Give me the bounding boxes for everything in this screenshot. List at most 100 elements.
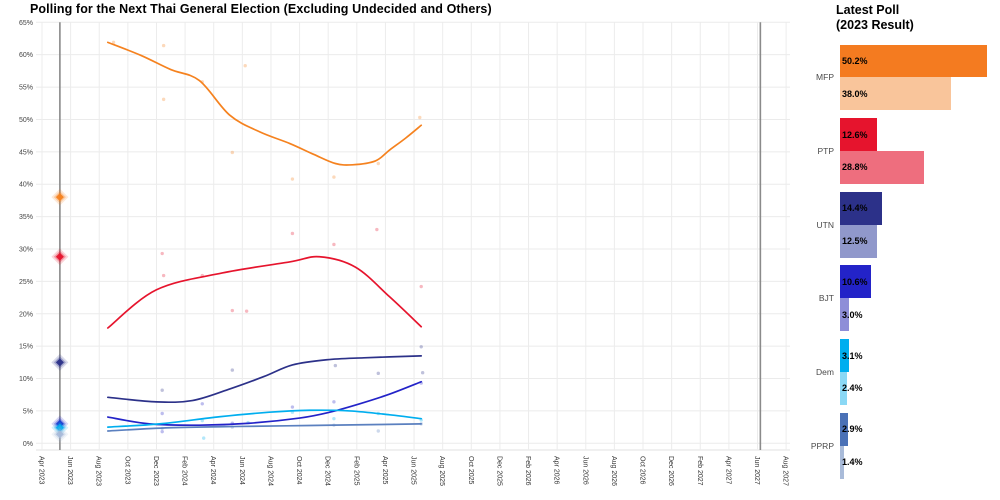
bar-value-label: 12.5% <box>842 236 868 247</box>
y-tick-label: 55% <box>19 85 33 92</box>
x-tick-label: Apr 2024 <box>209 456 216 485</box>
x-tick-label: Jun 2023 <box>66 456 73 485</box>
x-tick-label: Oct 2026 <box>639 456 646 485</box>
poll-point-PTP <box>419 284 423 289</box>
party-label: Dem <box>816 366 834 377</box>
poll-point-BJT <box>200 402 204 406</box>
poll-point-PPRP <box>376 429 380 433</box>
party-label: PPRP <box>810 440 834 451</box>
poll-point-MFP <box>418 115 422 120</box>
poll-point-PTP <box>160 251 164 256</box>
x-tick-label: Feb 2027 <box>696 456 703 486</box>
bar-value-label: 38.0% <box>842 88 868 99</box>
election-marker-PTP <box>55 252 64 261</box>
election-marker-MFP <box>55 193 64 202</box>
latest-poll-bar-UTN: 14.4% <box>840 191 883 225</box>
y-tick-label: 45% <box>19 149 33 156</box>
party-row-PPRP: PPRP 2.9% 1.4% <box>810 412 1000 479</box>
election-marker-Dem <box>55 423 64 432</box>
y-tick-label: 35% <box>19 214 33 221</box>
panel-title-line2: (2023 Result) <box>836 18 914 32</box>
x-tick-label: Oct 2023 <box>123 456 130 485</box>
result-2023-bar-MFP: 38.0% <box>840 77 951 111</box>
x-tick-label: Aug 2025 <box>438 456 445 486</box>
result-2023-bar-PPRP: 1.4% <box>840 445 863 479</box>
result-2023-bar-Dem: 2.4% <box>840 371 863 405</box>
result-2023-bar-BJT: 3.0% <box>840 298 863 332</box>
x-tick-label: Dec 2026 <box>667 456 674 486</box>
latest-poll-panel: Latest Poll (2023 Result) MFP 50.2% 38.0% P… <box>810 0 1000 500</box>
bar-value-label: 1.4% <box>842 457 863 468</box>
bar-value-label: 3.1% <box>842 350 863 361</box>
poll-point-MFP <box>290 177 295 181</box>
y-tick-label: 50% <box>19 117 33 124</box>
x-tick-label: Jun 2026 <box>581 456 588 485</box>
trend-line-PTP <box>106 255 423 329</box>
x-tick-label: Jun 2024 <box>238 456 245 485</box>
poll-point-BJT <box>290 405 295 409</box>
poll-point-Dem <box>202 436 206 440</box>
poll-point-BJT <box>160 411 164 416</box>
y-tick-label: 10% <box>19 376 33 383</box>
poll-point-MFP <box>376 161 380 166</box>
x-tick-label: Oct 2024 <box>295 456 302 485</box>
bar-value-label: 50.2% <box>842 55 868 66</box>
party-label: BJT <box>818 293 834 304</box>
poll-point-UTN <box>376 371 380 376</box>
latest-poll-bar-PTP: 12.6% <box>840 118 877 152</box>
trend-line-UTN <box>106 355 423 404</box>
bar-value-label: 14.4% <box>842 203 868 214</box>
poll-point-BJT <box>160 429 164 434</box>
poll-point-MFP <box>230 150 235 155</box>
x-tick-label: Jun 2025 <box>410 456 417 485</box>
poll-point-MFP <box>243 63 247 68</box>
trend-line-PPRP <box>106 423 423 432</box>
y-tick-label: 65% <box>19 20 33 27</box>
poll-point-MFP <box>161 43 166 48</box>
page-title: Polling for the Next Thai General Electi… <box>30 2 492 16</box>
poll-point-MFP <box>161 97 166 102</box>
x-tick-label: Jun 2027 <box>753 456 760 485</box>
poll-point-PTP <box>332 242 336 247</box>
y-tick-label: 60% <box>19 52 33 59</box>
y-tick-label: 20% <box>19 311 33 318</box>
poll-point-MFP <box>111 40 116 45</box>
x-tick-label: Aug 2023 <box>95 456 102 486</box>
trend-line-MFP <box>106 41 423 166</box>
y-tick-label: 5% <box>23 408 33 415</box>
x-tick-label: Feb 2025 <box>352 456 359 486</box>
party-label: UTN <box>816 219 834 230</box>
bar-value-label: 12.6% <box>842 129 868 140</box>
bar-value-label: 2.4% <box>842 383 863 394</box>
poll-point-PTP <box>290 231 295 236</box>
poll-point-PTP <box>161 273 166 278</box>
y-tick-label: 0% <box>23 441 33 448</box>
x-tick-label: Feb 2026 <box>524 456 531 486</box>
poll-point-PTP <box>244 309 249 313</box>
election-marker-UTN <box>55 358 64 367</box>
party-row-MFP: MFP 50.2% 38.0% <box>810 44 1000 111</box>
x-tick-label: Dec 2025 <box>495 456 502 486</box>
x-tick-label: Feb 2024 <box>181 456 188 486</box>
latest-poll-bar-Dem: 3.1% <box>840 339 863 372</box>
x-tick-label: Aug 2024 <box>266 456 273 486</box>
bar-value-label: 10.6% <box>842 276 868 287</box>
panel-title: Latest Poll (2023 Result) <box>836 3 914 33</box>
x-tick-label: Aug 2027 <box>782 456 789 486</box>
poll-point-PTP <box>375 227 379 232</box>
party-label: PTP <box>817 146 834 157</box>
poll-point-UTN <box>230 368 235 372</box>
party-label: MFP <box>816 72 834 83</box>
result-2023-bar-UTN: 12.5% <box>840 224 877 258</box>
poll-point-BJT <box>332 400 336 404</box>
x-tick-label: Apr 2026 <box>553 456 560 485</box>
latest-poll-bar-BJT: 10.6% <box>840 265 871 299</box>
result-2023-bar-PTP: 28.8% <box>840 151 925 184</box>
poll-point-PTP <box>230 308 235 313</box>
party-row-PTP: PTP 12.6% 28.8% <box>810 118 1000 184</box>
polling-trend-chart: 0% 5% 10% 15% 20% 25% 30% 35% 40% 45% 50% 55% 60% 65%… <box>19 20 790 486</box>
latest-poll-bar-MFP: 50.2% <box>840 44 987 78</box>
x-tick-label: Oct 2025 <box>467 456 474 485</box>
x-tick-label: Dec 2024 <box>324 456 331 486</box>
